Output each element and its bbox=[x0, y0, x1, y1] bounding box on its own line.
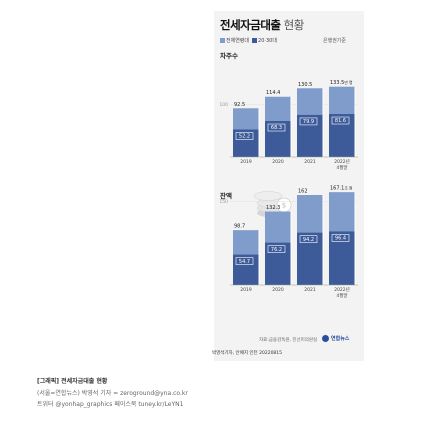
chart-0-value-box-young-3 bbox=[331, 116, 350, 125]
author-credit: 박영석기자, 안예지 인턴 20220815 bbox=[212, 351, 283, 356]
chart-0-value-all-0: 92.5 bbox=[234, 102, 245, 108]
chart-1-value-all-2: 162 bbox=[298, 189, 308, 195]
chart-0-value-all-3: 133.5만 명 bbox=[330, 80, 353, 86]
chart-title-rest: 현황 bbox=[280, 18, 305, 32]
chart-1-category-sub-3: 4월말 bbox=[336, 292, 347, 299]
chart-0-value-box-young-2 bbox=[299, 117, 318, 126]
legend: 전체연령대 20·30대 bbox=[220, 37, 280, 44]
chart-0-value-all-1: 114.4 bbox=[266, 90, 280, 96]
chart-1-category-3: 2022년 bbox=[334, 286, 350, 293]
chart-0-value-young-0: 52.2 bbox=[239, 134, 250, 140]
chart-1-value-box-young-3 bbox=[331, 234, 350, 242]
section-title-borrowers: 차주수 bbox=[220, 52, 238, 60]
chart-1-value-box-young-0 bbox=[235, 257, 254, 265]
chart-1-value-all-0: 98.7 bbox=[234, 224, 245, 230]
caption-title: [그래픽] 전세자금대출 현황 bbox=[37, 378, 108, 385]
chart-0-unit-label: 만 명 bbox=[344, 80, 353, 85]
chart-1-category-1: 2020 bbox=[272, 287, 284, 293]
chart-1-value-young-0: 54.7 bbox=[239, 259, 250, 265]
chart-0-category-sub-3: 4월말 bbox=[336, 164, 347, 171]
basis-note: 은행권기준 bbox=[323, 38, 347, 44]
chart-0-ytick-label: 100 bbox=[219, 102, 228, 108]
logo-icon bbox=[322, 335, 329, 342]
legend-swatch-20-30s bbox=[252, 38, 258, 43]
caption-line3: 트위터 @yonhap_graphics 페이스북 tuney.kr/LeYN1 bbox=[37, 401, 184, 408]
chart-0-category-0: 2019 bbox=[240, 159, 252, 165]
chart-title-bold: 전세자금대출 bbox=[220, 18, 281, 32]
chart-0-category-1: 2020 bbox=[272, 159, 284, 165]
chart-1-value-box-young-2 bbox=[299, 235, 318, 243]
chart-0-value-all-2: 130.5 bbox=[298, 82, 312, 88]
legend-label-20-30s: 20·30대 bbox=[258, 38, 277, 44]
svg-text:$: $ bbox=[282, 202, 286, 210]
chart-0-category-2: 2021 bbox=[304, 159, 316, 165]
chart-1-value-young-3: 96.4 bbox=[335, 236, 346, 242]
infographic-panel bbox=[214, 11, 364, 361]
legend-item-20-30s: 20·30대 bbox=[252, 37, 277, 44]
chart-0-value-young-2: 79.9 bbox=[303, 119, 314, 125]
chart-1-value-all-3: 167.1조 원 bbox=[330, 186, 353, 192]
logo-text: 연합뉴스 bbox=[331, 336, 350, 342]
legend-item-all-ages: 전체연령대 bbox=[220, 37, 249, 44]
legend-label-all-ages: 전체연령대 bbox=[226, 38, 250, 44]
chart-1-value-box-young-1 bbox=[267, 245, 286, 253]
section-title-balance: 잔액 bbox=[220, 192, 232, 200]
chart-0-group: 100 92.5 52.2 2019 114.4 68.3 2020 130.5 79.9 202… bbox=[219, 80, 358, 171]
chart-0-value-young-3: 81.6 bbox=[335, 118, 346, 124]
chart-title: 전세자금대출 현황 bbox=[220, 17, 304, 33]
chart-1-ytick-label: 150 bbox=[219, 199, 228, 205]
chart-1-group: 150 98.7 54.7 2019 132.3 76.2 2020 162 94.2 2021 1… bbox=[219, 186, 358, 299]
chart-1-value-young-2: 94.2 bbox=[303, 237, 314, 243]
caption-line2: (서울=연합뉴스) 박영석 기자 = zeroground@yna.co.kr bbox=[37, 390, 188, 397]
yonhap-logo: 연합뉴스 bbox=[322, 335, 349, 342]
chart-1-value-young-1: 76.2 bbox=[271, 247, 282, 253]
legend-swatch-all-ages bbox=[220, 38, 225, 43]
chart-0-category-3: 2022년 bbox=[334, 158, 350, 165]
chart-1-category-0: 2019 bbox=[240, 287, 252, 293]
source-note: 자료:금융감독원, 진선미의원실 bbox=[259, 338, 318, 343]
chart-0-value-box-young-1 bbox=[267, 123, 286, 132]
chart-1-value-all-1: 132.3 bbox=[266, 205, 280, 211]
chart-0-value-box-young-0 bbox=[235, 132, 254, 140]
chart-1-unit-label: 조 원 bbox=[344, 186, 353, 191]
chart-1-category-2: 2021 bbox=[304, 287, 316, 293]
chart-0-value-young-1: 68.3 bbox=[271, 125, 282, 131]
